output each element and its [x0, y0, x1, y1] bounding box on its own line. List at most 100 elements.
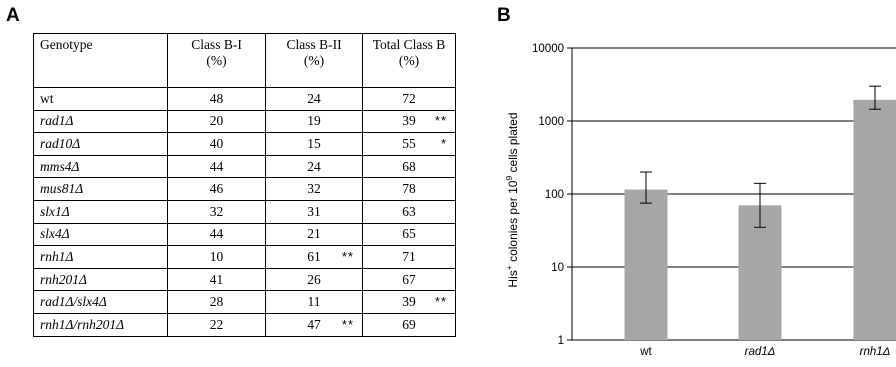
value-text: 21	[307, 226, 321, 241]
y-tick-label: 10000	[532, 43, 564, 55]
column-header: Class B-I(%)	[168, 34, 266, 88]
value-text: 41	[210, 272, 224, 287]
value-cell-total: 39**	[363, 291, 456, 314]
y-axis-label-text: colonies per 10	[506, 180, 520, 265]
y-axis-label-text: His	[506, 270, 520, 287]
genotype-cell: mms4Δ	[34, 155, 168, 178]
column-header-unit: (%)	[174, 53, 259, 69]
value-cell-b2: 31	[266, 200, 363, 223]
value-text: 69	[402, 317, 416, 332]
x-tick-label: rnh1Δ	[860, 346, 891, 358]
column-header-title: Class B-I	[174, 37, 259, 53]
genotype-cell: rad10Δ	[34, 133, 168, 156]
value-text: 31	[307, 204, 321, 219]
value-text: 48	[210, 91, 224, 106]
value-cell-b2: 61 **	[266, 246, 363, 269]
value-cell-b1: 44	[168, 155, 266, 178]
value-cell-b1: 28	[168, 291, 266, 314]
value-cell-b1: 40	[168, 133, 266, 156]
column-header-unit: (%)	[272, 53, 356, 69]
significance-marker: **	[342, 317, 354, 333]
table-row: mms4Δ 44 24 68	[34, 155, 456, 178]
genotype-cell: mus81Δ	[34, 178, 168, 201]
value-text: 63	[402, 204, 416, 219]
y-axis-label: His+ colonies per 109 cells plated	[504, 112, 520, 287]
x-tick-label: rad1Δ	[745, 346, 776, 358]
value-cell-total: 65	[363, 223, 456, 246]
value-cell-b2: 21	[266, 223, 363, 246]
genotype-cell: rnh1Δ/rnh201Δ	[34, 313, 168, 336]
value-text: 71	[402, 249, 416, 264]
genotype-cell: rnh1Δ	[34, 246, 168, 269]
value-text: 15	[307, 136, 321, 151]
value-text: 22	[210, 317, 224, 332]
value-cell-total: 63	[363, 200, 456, 223]
column-header: Genotype	[34, 34, 168, 88]
table-row: slx1Δ 32 31 63	[34, 200, 456, 223]
genotype-cell: rad1Δ/slx4Δ	[34, 291, 168, 314]
column-header: Class B-II(%)	[266, 34, 363, 88]
panel-a-letter: A	[6, 6, 20, 25]
column-header-title: Genotype	[40, 37, 161, 53]
value-cell-total: 69	[363, 313, 456, 336]
value-text: 32	[210, 204, 224, 219]
column-header-unit: (%)	[369, 53, 449, 69]
value-cell-b2: 24	[266, 88, 363, 111]
genotype-cell: slx1Δ	[34, 200, 168, 223]
y-tick-label: 100	[545, 189, 564, 201]
value-text: 40	[210, 136, 224, 151]
value-cell-b1: 22	[168, 313, 266, 336]
significance-marker: **	[435, 113, 447, 129]
value-text: 65	[402, 226, 416, 241]
column-header: Total Class B(%)	[363, 34, 456, 88]
value-text: 67	[402, 272, 416, 287]
value-cell-total: 39**	[363, 110, 456, 133]
value-text: 46	[210, 181, 224, 196]
value-text: 55	[402, 136, 416, 151]
value-cell-total: 67	[363, 268, 456, 291]
y-axis-label-text: cells plated	[506, 112, 520, 175]
value-text: 24	[307, 91, 321, 106]
value-text: 24	[307, 159, 321, 174]
genotype-cell: rnh201Δ	[34, 268, 168, 291]
value-cell-b2: 32	[266, 178, 363, 201]
value-text: 11	[308, 294, 321, 309]
column-header-title: Class B-II	[272, 37, 356, 53]
value-cell-b1: 48	[168, 88, 266, 111]
value-text: 28	[210, 294, 224, 309]
panel-b-letter: B	[497, 6, 511, 25]
value-cell-total: 68	[363, 155, 456, 178]
value-text: 72	[402, 91, 416, 106]
table-row: rad1Δ/slx4Δ 28 11 39**	[34, 291, 456, 314]
value-text: 39	[402, 294, 416, 309]
y-tick-label: 1	[558, 335, 564, 347]
value-text: 20	[210, 113, 224, 128]
y-tick-label: 10	[551, 262, 564, 274]
value-cell-b1: 20	[168, 110, 266, 133]
value-cell-b2: 19	[266, 110, 363, 133]
significance-marker: *	[441, 136, 447, 152]
value-cell-b1: 41	[168, 268, 266, 291]
value-text: 61	[307, 249, 321, 264]
value-cell-b1: 46	[168, 178, 266, 201]
value-cell-total: 78	[363, 178, 456, 201]
value-cell-total: 71	[363, 246, 456, 269]
value-text: 47	[307, 317, 321, 332]
value-cell-b2: 11	[266, 291, 363, 314]
significance-marker: **	[342, 249, 354, 265]
value-cell-b2: 24	[266, 155, 363, 178]
value-cell-b1: 32	[168, 200, 266, 223]
value-text: 44	[210, 159, 224, 174]
genotype-cell: rad1Δ	[34, 110, 168, 133]
